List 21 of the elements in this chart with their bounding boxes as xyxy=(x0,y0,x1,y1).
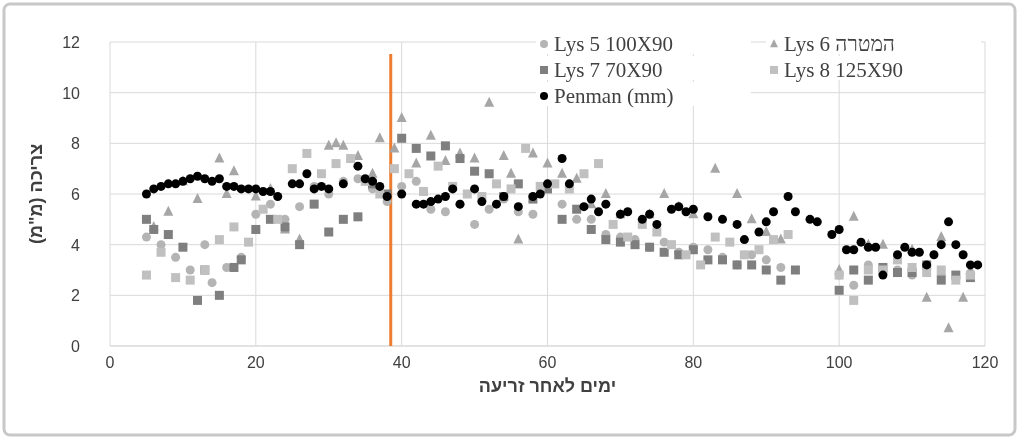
legend-label: Lys 5 100X90 xyxy=(554,32,674,56)
legend-label: Lys 6 המטרה xyxy=(784,32,895,56)
y-tick-label: 0 xyxy=(71,338,81,355)
y-axis-title: צריכה (מ"מ) xyxy=(26,143,46,245)
x-tick-label: 100 xyxy=(825,354,853,371)
y-tick-label: 10 xyxy=(62,84,81,102)
y-tick-label: 2 xyxy=(71,287,81,305)
x-axis-title: ימים לאחר זריעה xyxy=(478,376,617,396)
y-tick-label: 8 xyxy=(71,135,81,153)
x-tick-label: 60 xyxy=(538,354,557,371)
y-tick-label: 12 xyxy=(62,34,81,51)
x-tick-label: 80 xyxy=(684,354,703,371)
legend-label: Lys 7 70X90 xyxy=(554,58,663,82)
x-tick-label: 120 xyxy=(971,354,999,371)
x-tick-label: 40 xyxy=(392,354,411,371)
x-tick-label: 20 xyxy=(246,354,265,371)
legend-label: Penman (mm) xyxy=(554,84,674,108)
x-tick-label: 0 xyxy=(105,354,115,371)
y-tick-label: 4 xyxy=(71,236,81,254)
legend-label: Lys 8 125X90 xyxy=(784,58,904,82)
y-tick-label: 6 xyxy=(71,186,81,203)
